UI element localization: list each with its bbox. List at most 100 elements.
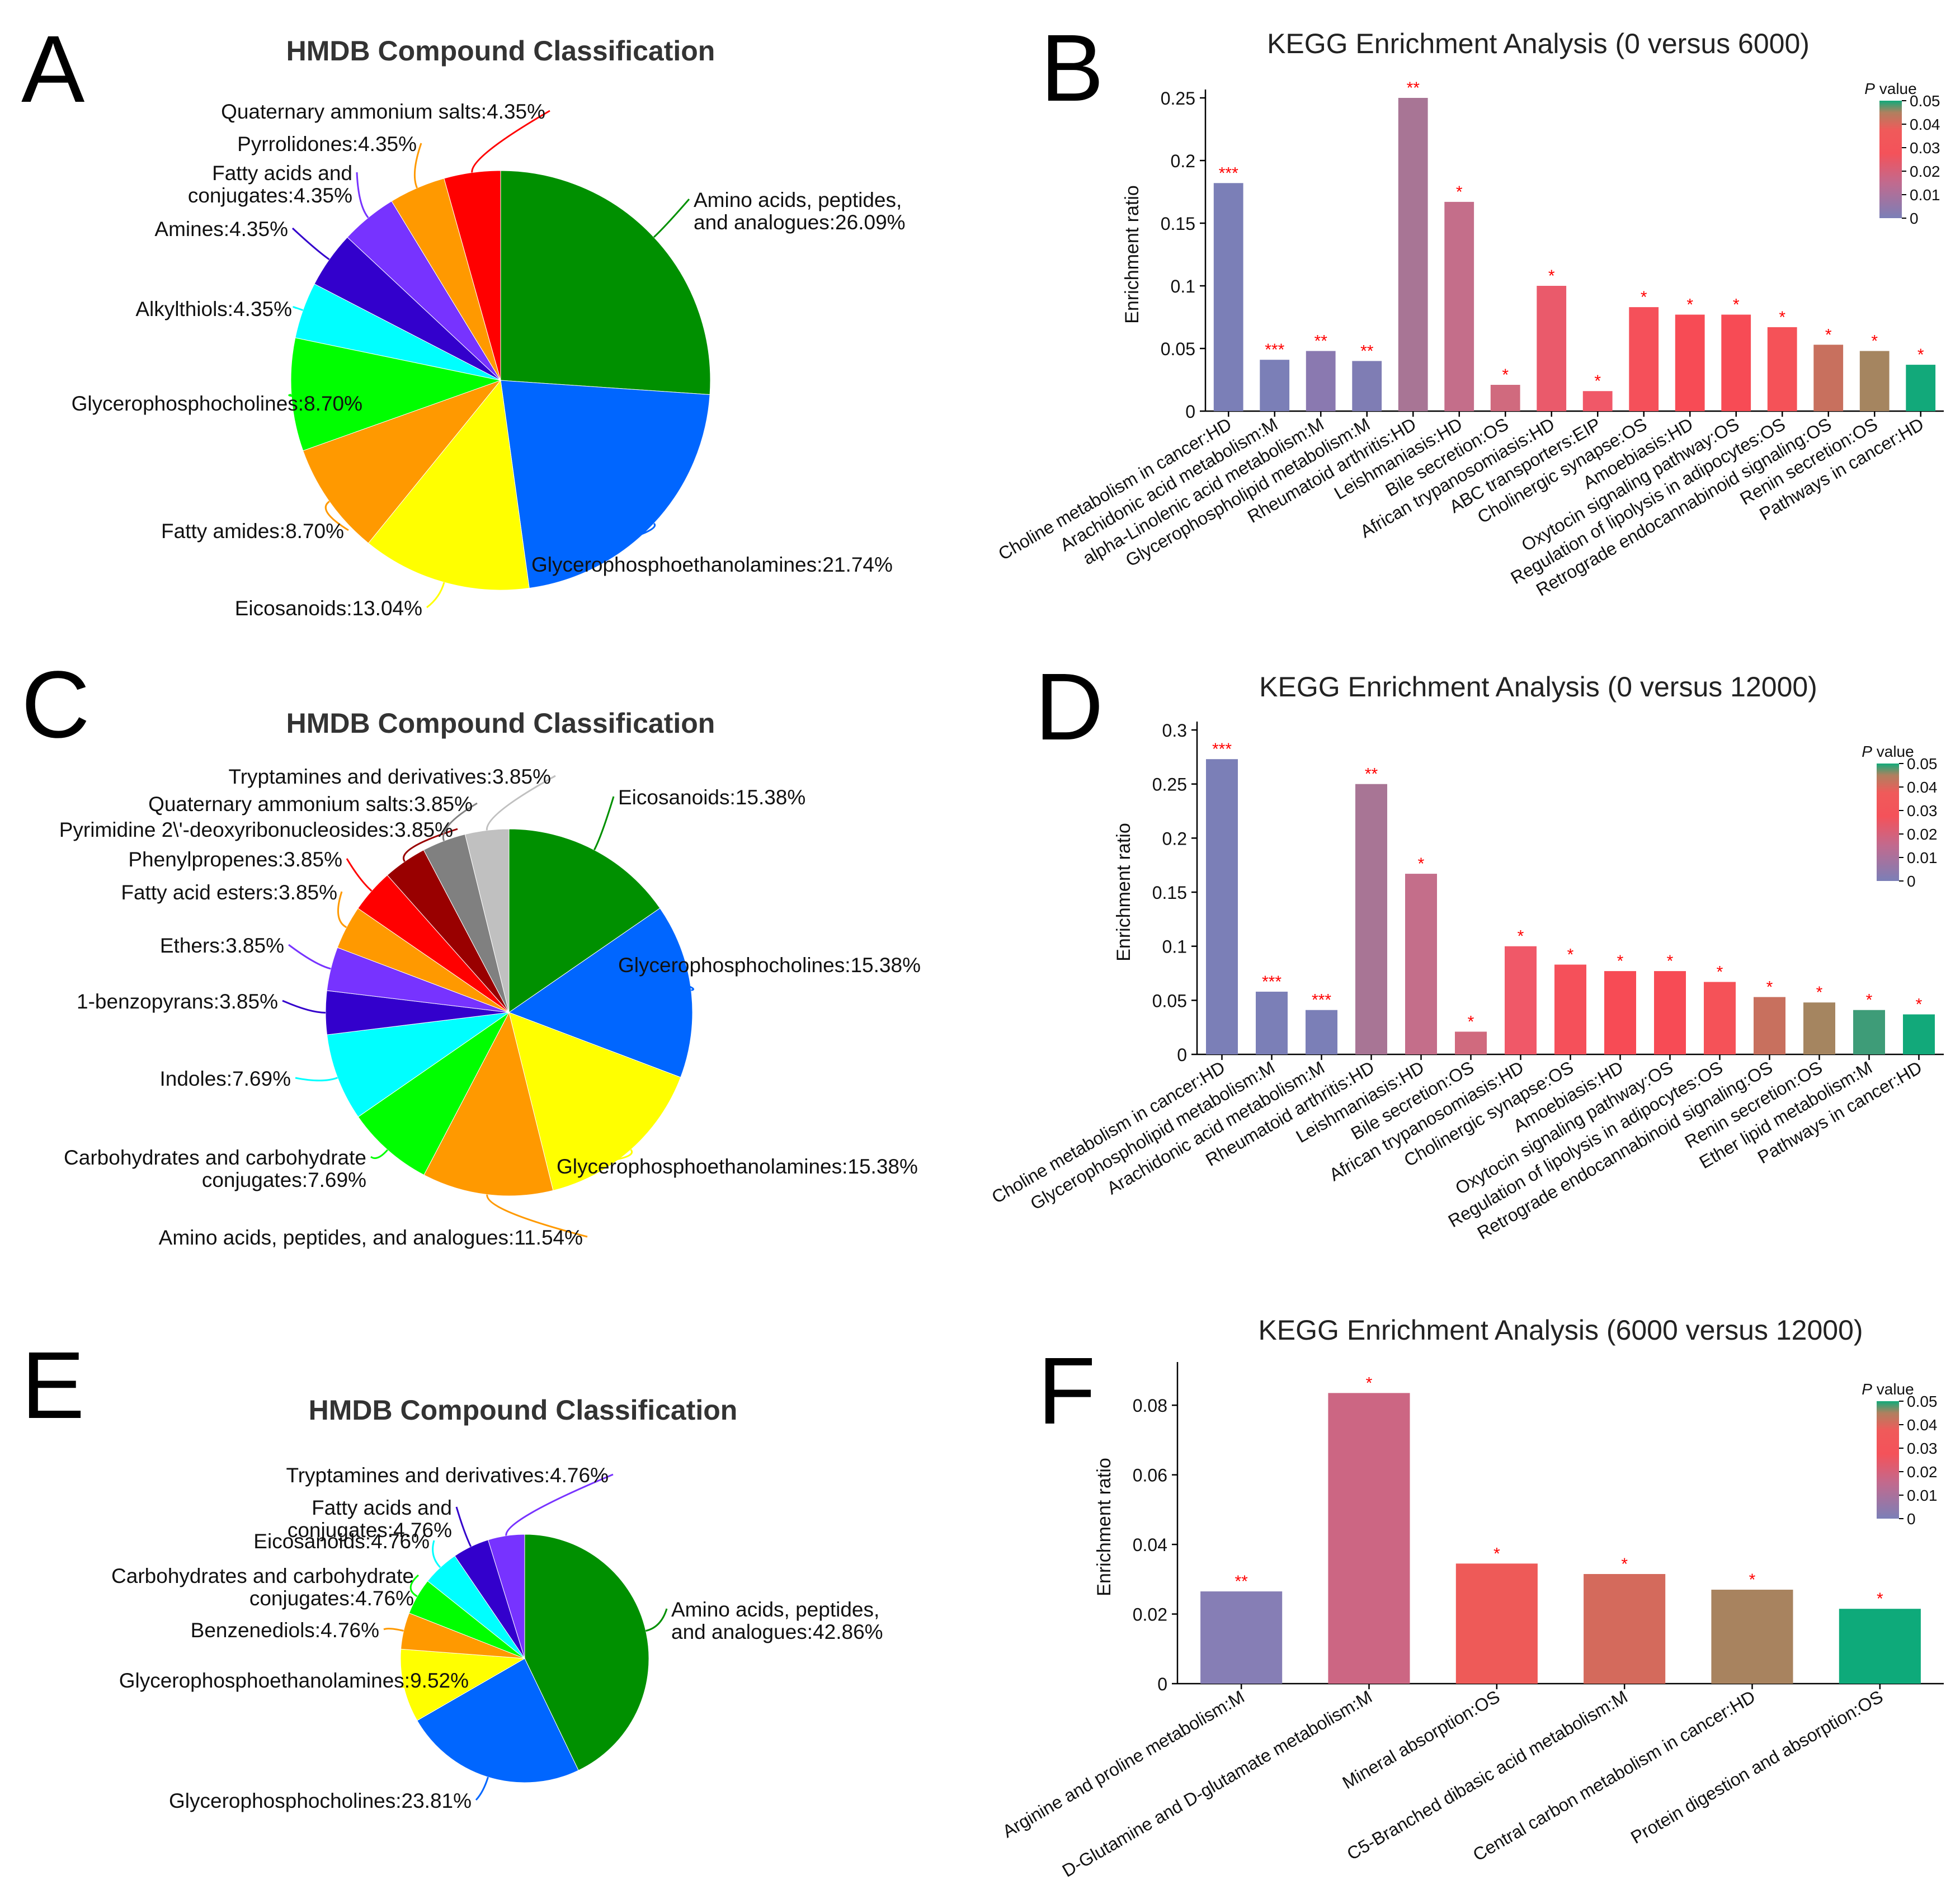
pie-slice-tryptamines-and-derivatives — [487, 1534, 525, 1659]
pie-label-carbohydrates-and-carbohydrate-conjugates: Carbohydrates and carbohydrate conjugates… — [64, 1146, 366, 1191]
bar-regulation-of-lipolysis-in-adipocytes-os — [1704, 982, 1736, 1054]
pie-label-glycerophosphocholines: Glycerophosphocholines:15.38% — [618, 954, 921, 977]
bar-glycerophospholipid-metabolism-m — [1352, 361, 1382, 411]
pie-leader-line — [383, 1628, 404, 1632]
significance-stars: * — [1733, 296, 1740, 314]
bar-renin-secretion-os — [1859, 351, 1890, 411]
pie-chart-e: HMDB Compound Classification Amino acids… — [111, 1394, 883, 1812]
pie-label-carbohydrates-and-carbohydrate-conjugates: Carbohydrates and carbohydrate conjugates… — [111, 1565, 414, 1610]
bar-arachidonic-acid-metabolism-m — [1260, 360, 1290, 411]
pie-slice-glycerophosphocholines — [417, 1658, 579, 1783]
pie-leader-line — [486, 1194, 588, 1238]
y-tick-label: 0.1 — [1162, 937, 1187, 957]
significance-stars: *** — [1265, 341, 1284, 359]
bar-pathways-in-cancer-hd — [1903, 1014, 1935, 1054]
pie-leader-line — [526, 522, 656, 565]
bar-amoebiasis-hd — [1604, 971, 1636, 1054]
legend-tick-label: 0.05 — [1907, 755, 1938, 772]
bar-renin-secretion-os — [1803, 1002, 1835, 1054]
pie-label-glycerophosphocholines: Glycerophosphocholines:23.81% — [169, 1789, 472, 1812]
bar-amoebiasis-hd — [1675, 314, 1705, 411]
pie-slice-amino-acids-peptides-and-analogues — [500, 170, 711, 395]
pie-leader-line — [552, 1149, 633, 1167]
pie-slice-amino-acids-peptides-and-analogues — [423, 1011, 554, 1196]
y-tick-label: 0.04 — [1133, 1535, 1167, 1555]
bar-regulation-of-lipolysis-in-adipocytes-os — [1767, 327, 1797, 411]
pie-label-pyrimidine-2-deoxyribonucleosides: Pyrimidine 2\'-deoxyribonucleosides:3.85… — [59, 818, 453, 841]
bar-african-trypanosomiasis-hd — [1537, 286, 1567, 411]
significance-stars: ** — [1365, 765, 1378, 784]
legend-tick-label: 0.01 — [1907, 849, 1938, 866]
pie-leader-line — [593, 796, 615, 851]
legend-tick-label: 0.02 — [1910, 163, 1940, 180]
pie-leader-line — [432, 1540, 441, 1568]
legend-tick-label: 0.04 — [1907, 779, 1938, 796]
bar-alpha-linolenic-acid-metabolism-m — [1306, 351, 1336, 411]
pie-label-ethers: Ethers:3.85% — [160, 934, 284, 957]
bar-glycerophospholipid-metabolism-m — [1256, 991, 1288, 1054]
y-tick-label: 0.25 — [1152, 775, 1187, 795]
pie-title-e: HMDB Compound Classification — [309, 1394, 738, 1426]
significance-stars: * — [1502, 366, 1509, 384]
significance-stars: ** — [1360, 342, 1374, 360]
legend-tick-label: 0.04 — [1907, 1416, 1938, 1434]
legend-tick-label: 0.03 — [1907, 1440, 1938, 1457]
legend-tick-label: 0.05 — [1907, 1393, 1938, 1410]
y-tick-label: 0.06 — [1133, 1466, 1167, 1486]
y-axis-label: Enrichment ratio — [1122, 185, 1143, 324]
significance-stars: * — [1917, 346, 1924, 364]
pie-label-fatty-amides: Fatty amides:8.70% — [161, 520, 344, 543]
y-tick-label: 0.05 — [1161, 339, 1195, 359]
panel-letter-c: C — [21, 652, 90, 758]
significance-stars: * — [1749, 1571, 1756, 1589]
pie-leader-line — [337, 891, 347, 929]
y-tick-label: 0 — [1157, 1674, 1167, 1694]
pie-label-glycerophosphoethanolamines: Glycerophosphoethanolamines:9.52% — [119, 1669, 469, 1692]
y-tick-label: 0.05 — [1152, 991, 1187, 1011]
pie-label-pyrrolidones: Pyrrolidones:4.35% — [237, 133, 417, 155]
significance-stars: * — [1548, 267, 1555, 285]
significance-stars: * — [1916, 995, 1923, 1014]
significance-stars: * — [1617, 952, 1624, 970]
significance-stars: * — [1816, 983, 1823, 1002]
pie-label-amino-acids-peptides-and-analogues: Amino acids, peptides, and analogues:42.8… — [671, 1598, 883, 1643]
panel-letter-b: B — [1040, 15, 1104, 121]
y-tick-label: 0.15 — [1152, 883, 1187, 903]
significance-stars: * — [1468, 1012, 1474, 1031]
bar-chart-f: KEGG Enrichment Analysis (6000 versus 12… — [999, 1314, 1944, 1881]
pie-slice-fatty-amides — [303, 379, 502, 544]
bar-pathways-in-cancer-hd — [1906, 365, 1936, 411]
pie-label-quaternary-ammonium-salts: Quaternary ammonium salts:4.35% — [221, 100, 545, 123]
legend-title: P value — [1862, 743, 1914, 760]
y-tick-label: 0 — [1185, 402, 1195, 422]
significance-stars: * — [1418, 855, 1425, 873]
pie-leader-line — [295, 1077, 338, 1082]
bar-title-d: KEGG Enrichment Analysis (0 versus 12000… — [1259, 671, 1817, 703]
significance-stars: * — [1686, 296, 1693, 314]
pie-label-quaternary-ammonium-salts: Quaternary ammonium salts:3.85% — [148, 793, 473, 816]
significance-stars: * — [1717, 963, 1723, 981]
bar-ether-lipid-metabolism-m — [1853, 1010, 1885, 1054]
legend-tick-label: 0.01 — [1910, 186, 1940, 204]
bar-choline-metabolism-in-cancer-hd — [1206, 759, 1238, 1054]
significance-stars: * — [1641, 288, 1647, 307]
legend-tick-label: 0.01 — [1907, 1487, 1938, 1504]
pie-leader-line — [346, 858, 373, 892]
y-tick-label: 0.15 — [1161, 214, 1195, 234]
significance-stars: * — [1456, 183, 1463, 201]
significance-stars: ** — [1314, 332, 1328, 350]
pie-title-c: HMDB Compound Classification — [286, 708, 715, 739]
bar-c5-branched-dibasic-acid-metabolism-m — [1584, 1574, 1666, 1684]
pie-slice-eicosanoids — [508, 828, 661, 1013]
bar-bile-secretion-os — [1490, 385, 1520, 411]
y-axis-label: Enrichment ratio — [1113, 823, 1134, 962]
pie-label-phenylpropenes: Phenylpropenes:3.85% — [128, 848, 342, 871]
significance-stars: *** — [1212, 740, 1232, 758]
significance-stars: * — [1621, 1555, 1628, 1573]
y-tick-label: 0.25 — [1161, 88, 1195, 109]
bar-bile-secretion-os — [1455, 1031, 1487, 1054]
legend-tick-label: 0.04 — [1910, 116, 1940, 133]
pie-leader-line — [288, 944, 331, 970]
pie-label-fatty-acids-and-conjugates: Fatty acids and conjugates:4.76% — [288, 1496, 452, 1542]
pie-leader-line — [282, 1000, 326, 1014]
